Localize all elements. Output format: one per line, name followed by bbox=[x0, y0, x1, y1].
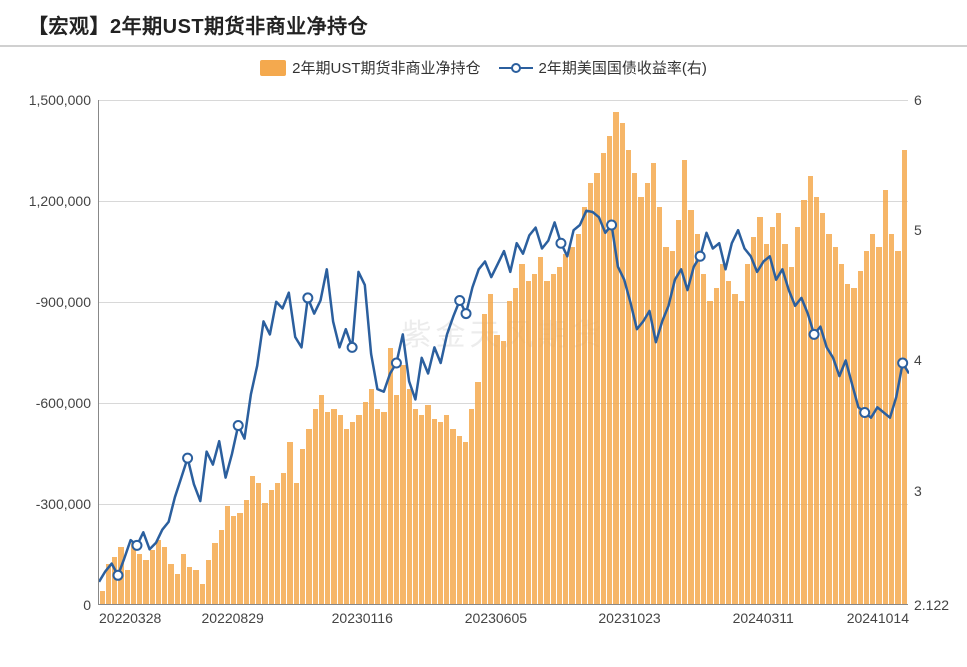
x-tick-label: 20230116 bbox=[332, 610, 393, 626]
y-right-tick-label: 6 bbox=[914, 92, 922, 108]
x-tick-label: 20231023 bbox=[598, 610, 660, 626]
x-tick-label: 20220829 bbox=[201, 610, 263, 626]
y-left-tick-label: -900,000 bbox=[1, 294, 91, 310]
line-marker bbox=[132, 541, 141, 550]
line-marker bbox=[898, 359, 907, 368]
line-marker bbox=[113, 571, 122, 580]
x-tick-label: 20240311 bbox=[733, 610, 794, 626]
line-marker bbox=[860, 408, 869, 417]
chart-title: 【宏观】2年期UST期货非商业净持仓 bbox=[0, 0, 967, 45]
legend-line-marker bbox=[499, 61, 533, 75]
line-marker bbox=[348, 343, 357, 352]
legend-bar-label: 2年期UST期货非商业净持仓 bbox=[292, 57, 480, 78]
line-marker bbox=[392, 359, 401, 368]
line-marker bbox=[556, 239, 565, 248]
y-right-tick-label: 3 bbox=[914, 483, 922, 499]
x-tick-label: 20241014 bbox=[847, 610, 909, 626]
line-marker bbox=[810, 330, 819, 339]
x-tick-label: 20230605 bbox=[465, 610, 527, 626]
legend-bar-swatch bbox=[260, 60, 286, 76]
yield-line bbox=[99, 211, 909, 582]
line-marker bbox=[303, 293, 312, 302]
chart-container: 【宏观】2年期UST期货非商业净持仓 2年期UST期货非商业净持仓 2年期美国国… bbox=[0, 0, 967, 667]
line-marker bbox=[607, 221, 616, 230]
chart-area: 紫金天风期货 0-300,000-600,000-900,0001,200,00… bbox=[0, 80, 967, 660]
legend: 2年期UST期货非商业净持仓 2年期美国国债收益率(右) bbox=[0, 51, 967, 80]
y-left-tick-label: 1,200,000 bbox=[1, 193, 91, 209]
legend-item-line: 2年期美国国债收益率(右) bbox=[499, 57, 707, 78]
line-marker bbox=[462, 309, 471, 318]
legend-line-label: 2年期美国国债收益率(右) bbox=[539, 57, 707, 78]
y-left-tick-label: -600,000 bbox=[1, 395, 91, 411]
x-tick-label: 20220328 bbox=[99, 610, 161, 626]
plot-area: 紫金天风期货 0-300,000-600,000-900,0001,200,00… bbox=[98, 100, 908, 605]
line-marker bbox=[455, 296, 464, 305]
legend-item-bar: 2年期UST期货非商业净持仓 bbox=[260, 57, 480, 78]
y-left-tick-label: 0 bbox=[1, 597, 91, 613]
y-left-tick-label: -300,000 bbox=[1, 496, 91, 512]
line-marker bbox=[183, 454, 192, 463]
y-left-tick-label: 1,500,000 bbox=[1, 92, 91, 108]
y-right-tick-label: 4 bbox=[914, 352, 922, 368]
title-underline bbox=[0, 45, 967, 47]
line-marker bbox=[234, 421, 243, 430]
y-right-tick-label: 2.122 bbox=[914, 597, 949, 613]
line-marker bbox=[696, 252, 705, 261]
y-right-tick-label: 5 bbox=[914, 222, 922, 238]
line-series bbox=[99, 100, 909, 605]
